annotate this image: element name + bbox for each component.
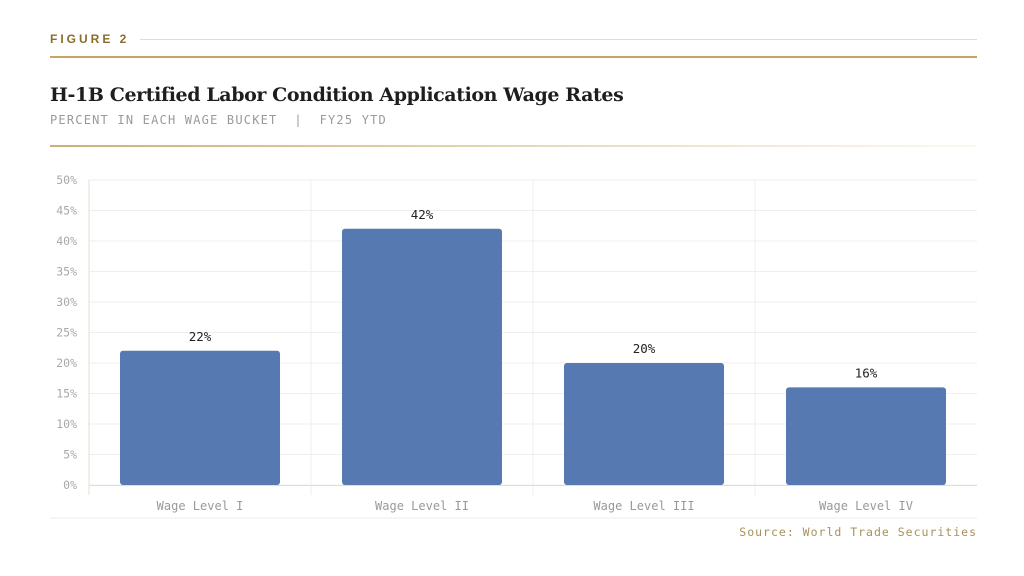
divider <box>50 56 977 58</box>
y-tick-label: 10% <box>56 417 77 431</box>
data-label: 42% <box>411 207 434 222</box>
y-tick-label: 0% <box>63 478 77 492</box>
source-note: Source: World Trade Securities <box>739 525 977 539</box>
y-tick-label: 40% <box>56 234 77 248</box>
y-tick-label: 25% <box>56 326 77 340</box>
bar <box>120 350 280 485</box>
y-tick-label: 50% <box>56 173 77 187</box>
data-label: 16% <box>855 365 878 380</box>
y-tick-label: 30% <box>56 295 77 309</box>
x-tick-label: Wage Level I <box>157 499 244 513</box>
bar <box>564 363 724 485</box>
y-tick-label: 45% <box>56 204 77 218</box>
bar <box>786 387 946 485</box>
y-tick-label: 15% <box>56 387 77 401</box>
x-tick-label: Wage Level IV <box>819 499 913 513</box>
y-tick-label: 20% <box>56 356 77 370</box>
x-tick-label: Wage Level III <box>593 499 694 513</box>
divider <box>140 39 977 40</box>
x-tick-label: Wage Level II <box>375 499 469 513</box>
chart-title: H-1B Certified Labor Condition Applicati… <box>50 84 624 106</box>
divider <box>50 145 977 147</box>
y-tick-label: 35% <box>56 265 77 279</box>
bar <box>342 228 502 486</box>
data-label: 20% <box>633 341 656 356</box>
figure-label: FIGURE 2 <box>50 32 130 46</box>
y-tick-label: 5% <box>63 448 77 462</box>
chart-subtitle: PERCENT IN EACH WAGE BUCKET | FY25 YTD <box>50 113 387 127</box>
data-label: 22% <box>189 329 212 344</box>
